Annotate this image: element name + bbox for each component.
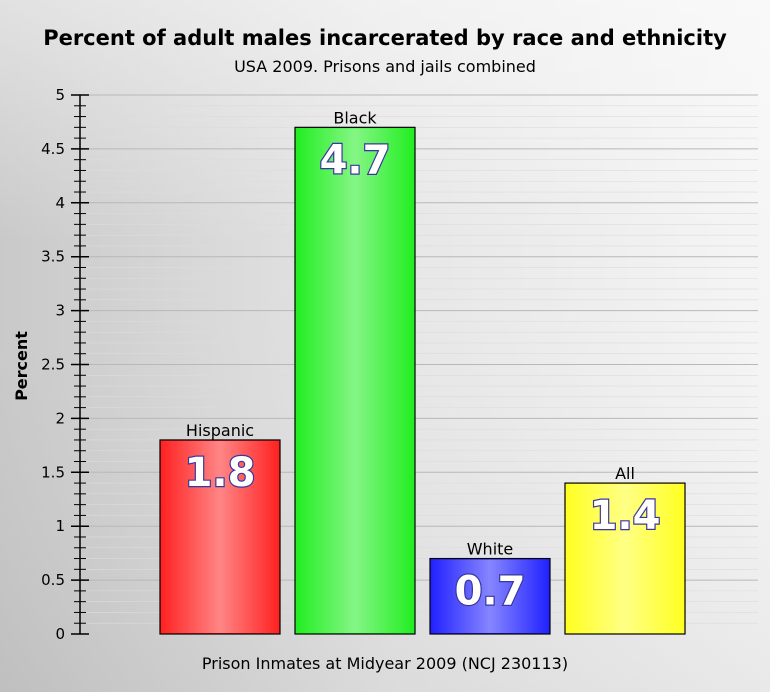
y-tick-label: 3.5	[41, 248, 65, 266]
y-tick-label: 2.5	[41, 356, 65, 374]
y-tick-label: 0.5	[41, 571, 65, 589]
value-label: 0.7	[455, 569, 526, 615]
chart-title: Percent of adult males incarcerated by r…	[43, 26, 727, 50]
y-tick-label: 4.5	[41, 140, 65, 158]
y-axis-label: Percent	[12, 331, 31, 401]
y-tick-label: 3	[55, 302, 65, 320]
y-tick-label: 1	[55, 517, 65, 535]
y-tick-label: 2	[55, 409, 65, 427]
category-label: Hispanic	[186, 421, 254, 440]
chart-subtitle: USA 2009. Prisons and jails combined	[234, 57, 536, 76]
x-axis-label: Prison Inmates at Midyear 2009 (NCJ 2301…	[202, 654, 568, 673]
y-tick-label: 4	[55, 194, 65, 212]
bar-highlight	[566, 484, 684, 633]
y-axis: 0 0.5 1 1.5 2 2.5 3 3.5 4 4.5 5	[41, 86, 89, 643]
bar-highlight	[296, 128, 414, 633]
bar-highlight	[161, 440, 279, 633]
value-label: 1.4	[590, 493, 661, 539]
value-label: 4.7	[320, 137, 391, 183]
category-label: White	[467, 540, 514, 559]
value-label: 1.8	[185, 450, 256, 496]
bar-highlight	[431, 559, 549, 633]
category-label: All	[615, 464, 635, 483]
y-tick-label: 1.5	[41, 463, 65, 481]
category-label: Black	[333, 108, 377, 127]
y-tick-label: 0	[55, 625, 65, 643]
y-tick-label: 5	[55, 86, 65, 104]
bars: Hispanic 1.8 Black 4.7 White 0.7 All 1.4	[159, 108, 686, 635]
